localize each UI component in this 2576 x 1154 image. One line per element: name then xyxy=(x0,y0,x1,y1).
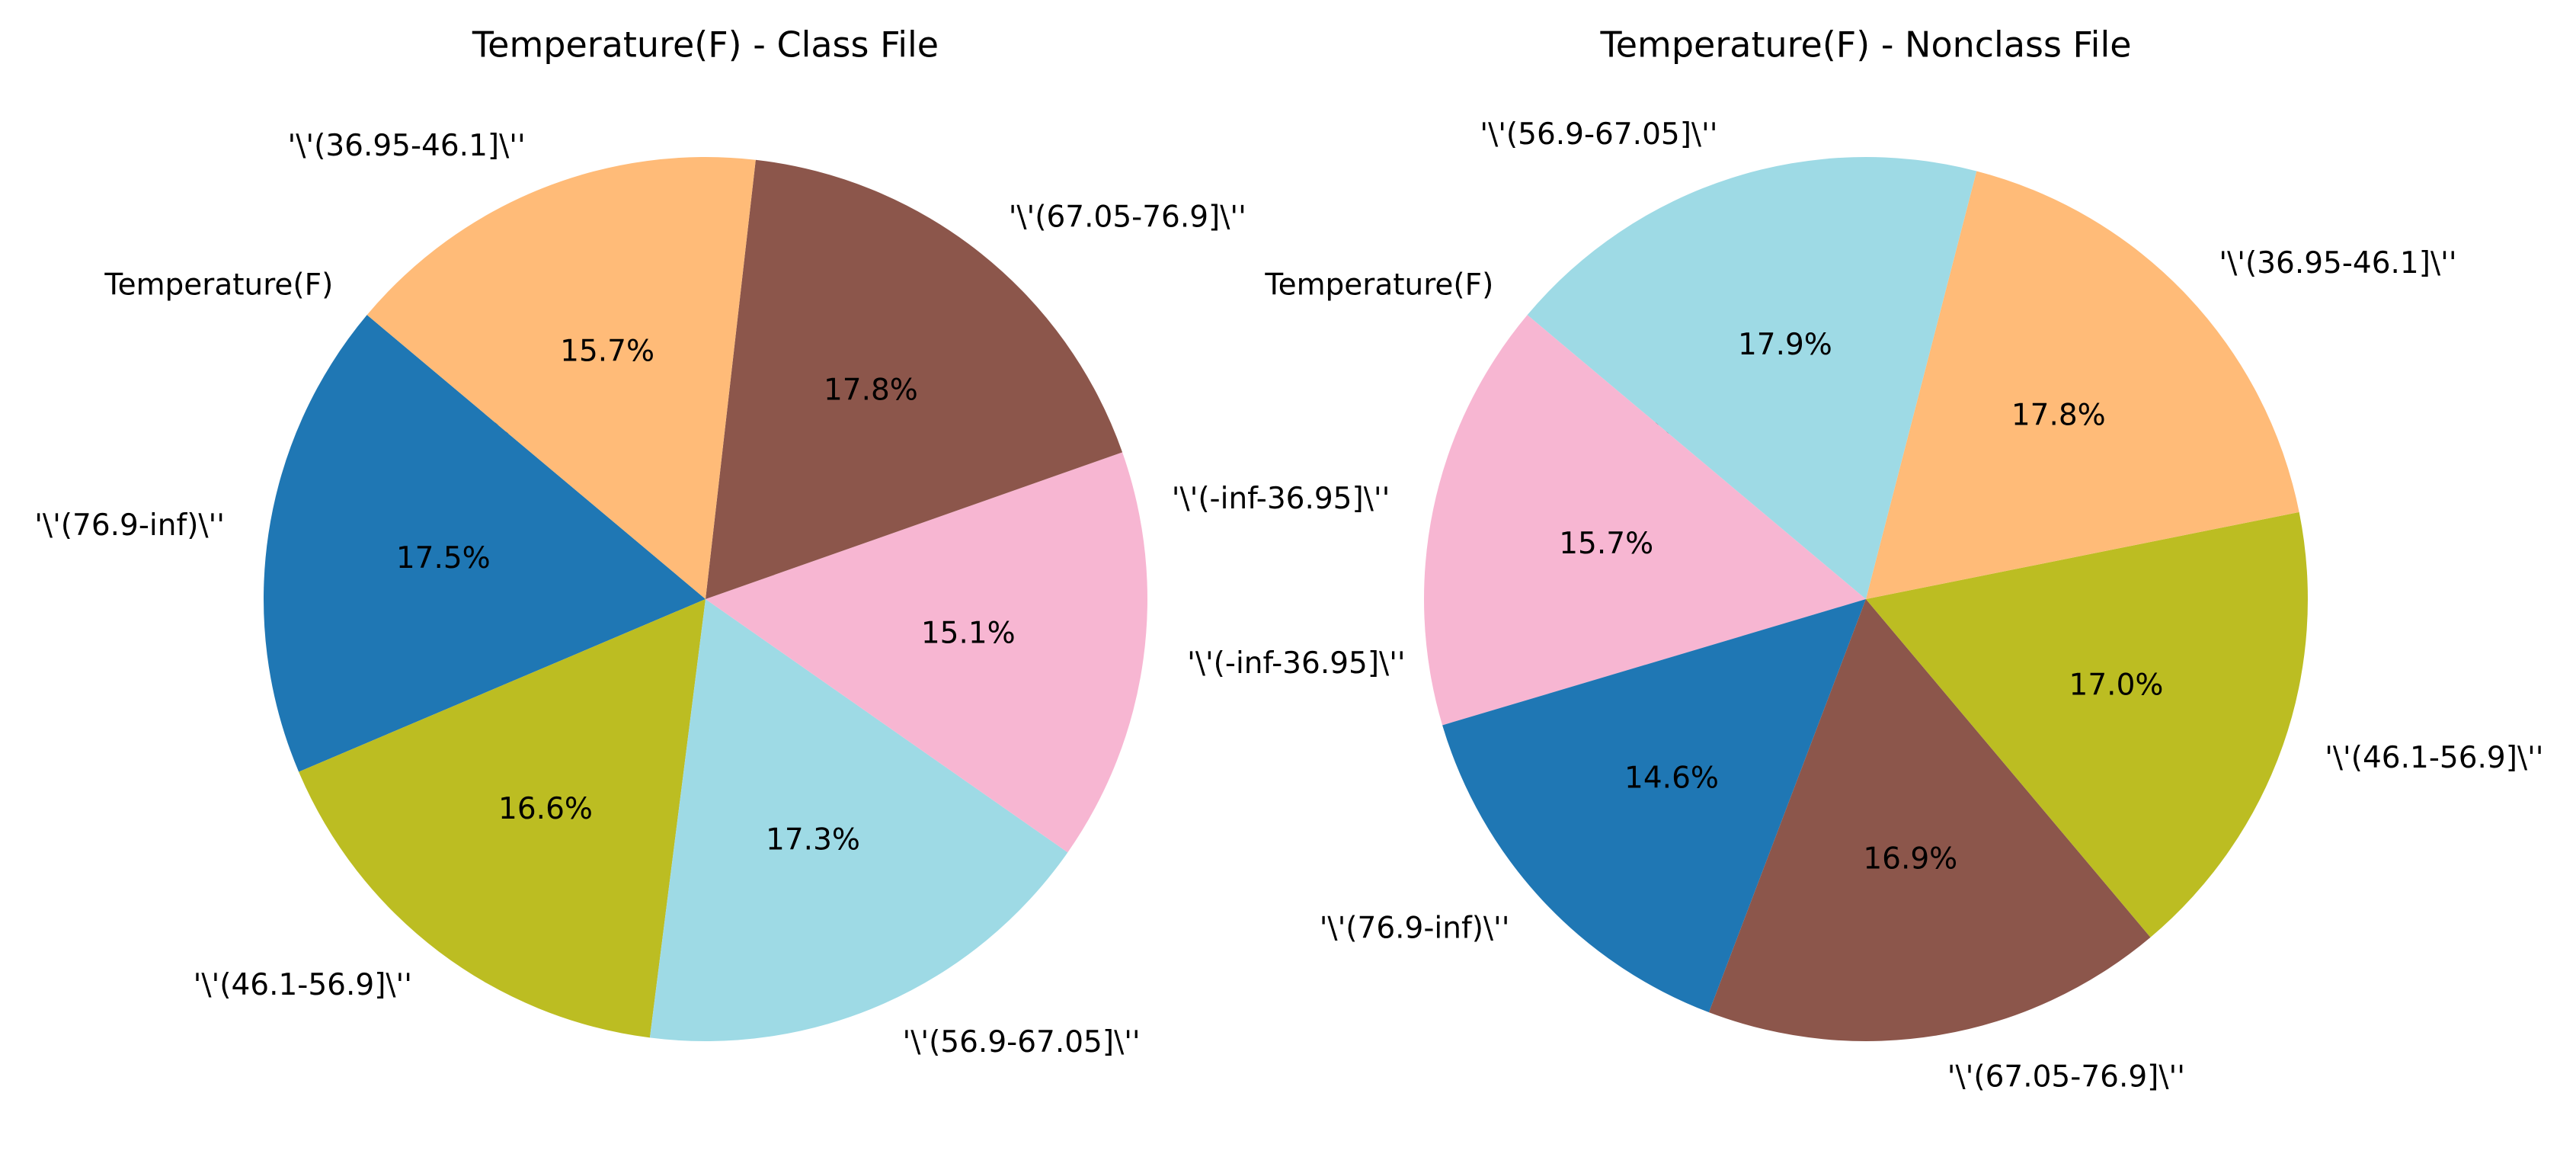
slice-label-inf-36-95: '\'(-inf-36.95]\'' xyxy=(1187,646,1406,681)
slice-label-36-95-46-1: '\'(36.95-46.1]\'' xyxy=(2219,246,2456,280)
slice-label-inf-36-95: '\'(-inf-36.95]\'' xyxy=(1172,482,1390,516)
pie-slice-46-1-56-9 xyxy=(1866,511,2308,938)
slice-label-36-95-46-1: '\'(36.95-46.1]\'' xyxy=(288,129,526,163)
slice-label-67-05-76-9: '\'(67.05-76.9]\'' xyxy=(1947,1060,2185,1095)
pct-label-67-05-76-9: 17.8% xyxy=(824,373,918,407)
slice-label-76-9-inf: '\'(76.9-inf)\'' xyxy=(34,508,225,543)
pie-slice-56-9-67-05 xyxy=(1527,157,1977,599)
pct-label-36-95-46-1: 15.7% xyxy=(560,334,654,368)
pie-slice-76-9-inf xyxy=(1442,599,1866,1013)
pie-slice-76-9-inf xyxy=(264,315,706,772)
pie-chart-class-file: Temperature(F) - Class File0.0%Temperatu… xyxy=(34,24,1405,1059)
pct-label-46-1-56-9: 17.0% xyxy=(2069,668,2164,702)
slice-label-temperature-f: Temperature(F) xyxy=(1264,268,1493,302)
pct-label-56-9-67-05: 17.9% xyxy=(1738,328,1832,362)
slice-label-56-9-67-05: '\'(56.9-67.05]\'' xyxy=(903,1025,1141,1059)
pie-slice-46-1-56-9 xyxy=(299,599,706,1038)
slice-label-46-1-56-9: '\'(46.1-56.9]\'' xyxy=(194,968,412,1002)
slice-label-76-9-inf: '\'(76.9-inf)\'' xyxy=(1320,912,1510,946)
slice-label-temperature-f: Temperature(F) xyxy=(104,268,333,302)
pie-chart-nonclass-file: Temperature(F) - Nonclass File0.0%Temper… xyxy=(1172,24,2544,1095)
pie-slice-56-9-67-05 xyxy=(649,599,1068,1042)
pct-label-67-05-76-9: 16.9% xyxy=(1863,842,1957,877)
slice-label-67-05-76-9: '\'(67.05-76.9]\'' xyxy=(1009,200,1246,235)
pct-label-inf-36-95: 15.7% xyxy=(1559,527,1653,561)
pie-slice-inf-36-95 xyxy=(706,452,1147,853)
slice-label-46-1-56-9: '\'(46.1-56.9]\'' xyxy=(2325,741,2543,775)
pie-slice-inf-36-95 xyxy=(1424,315,1866,726)
chart-title: Temperature(F) - Nonclass File xyxy=(1599,24,2131,66)
pie-slice-36-95-46-1 xyxy=(1866,171,2299,600)
pie-slice-36-95-46-1 xyxy=(366,156,756,599)
slice-label-56-9-67-05: '\'(56.9-67.05]\'' xyxy=(1480,117,1717,152)
pct-label-46-1-56-9: 16.6% xyxy=(498,792,593,826)
pie-slice-67-05-76-9 xyxy=(1708,599,2151,1041)
pct-label-36-95-46-1: 17.8% xyxy=(2011,398,2106,432)
pct-label-inf-36-95: 15.1% xyxy=(921,617,1016,651)
pct-label-76-9-inf: 14.6% xyxy=(1624,761,1719,795)
pie-slice-67-05-76-9 xyxy=(706,159,1123,599)
pct-label-76-9-inf: 17.5% xyxy=(396,541,491,575)
pct-label-56-9-67-05: 17.3% xyxy=(766,823,860,857)
chart-title: Temperature(F) - Class File xyxy=(472,24,939,66)
